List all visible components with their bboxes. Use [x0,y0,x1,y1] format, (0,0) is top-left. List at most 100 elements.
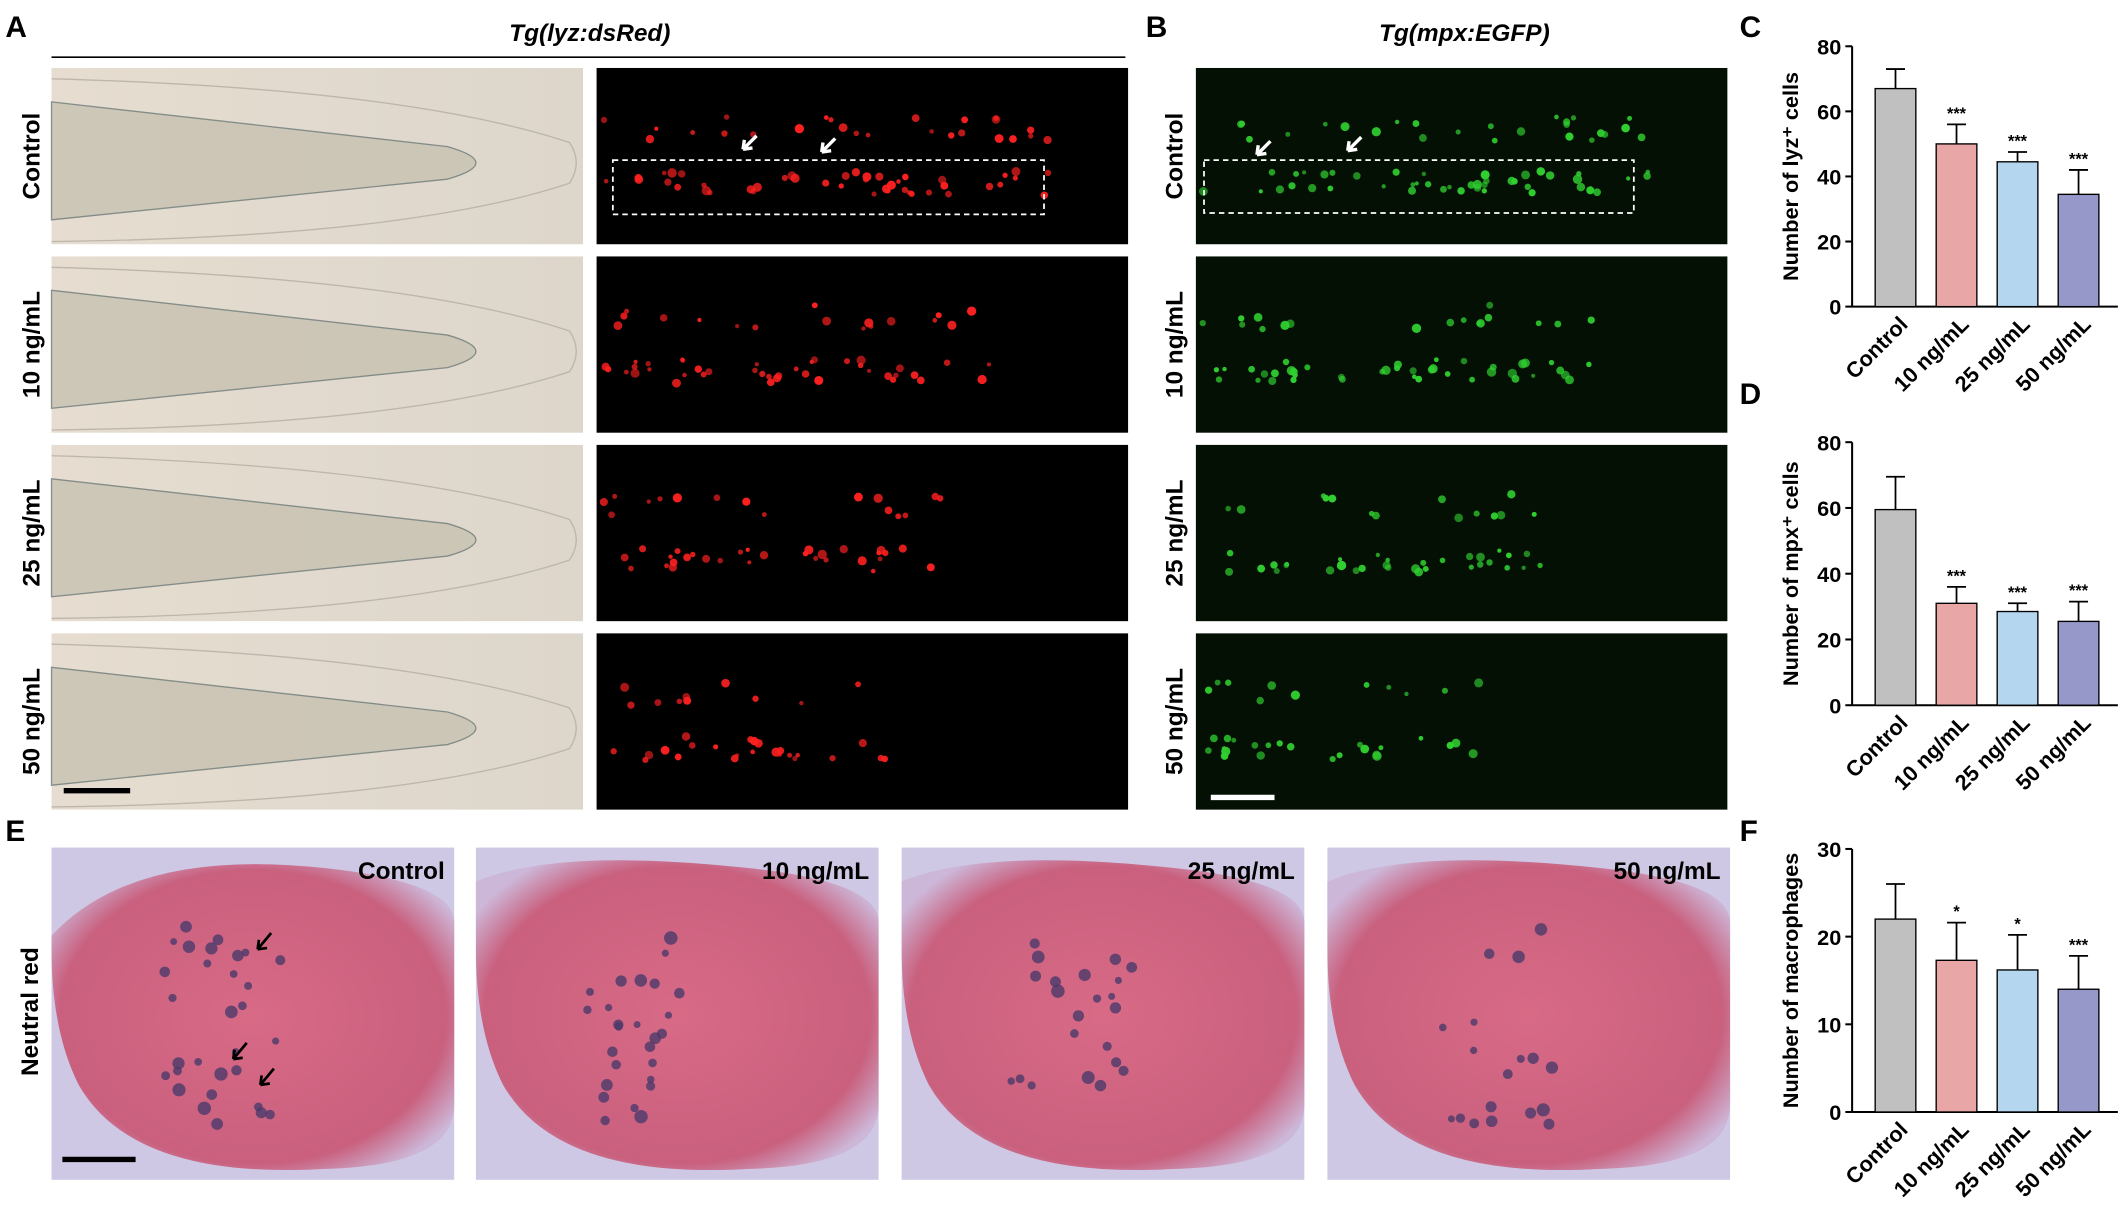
cell-dot [1587,316,1595,324]
cell-dot [1596,129,1605,138]
cell-dot [1375,552,1380,558]
cell-dot [1576,182,1586,192]
cell-dot [1504,565,1511,571]
cell-dot [1011,167,1021,177]
cell-dot [1480,170,1490,180]
cell-dot [1280,320,1290,330]
cell-dot [747,736,755,743]
bar [1996,161,2039,308]
macrophage-dot [614,1022,623,1031]
cell-dot [1275,185,1285,194]
cell-dot [1371,127,1381,137]
cell-dot [1468,749,1478,759]
y-tick-label: 20 [1817,230,1841,255]
cell-dot [1524,183,1531,191]
cell-dot [774,372,783,380]
cell-dot [654,699,662,707]
cell-dot [1518,359,1528,369]
cell-dot [1563,118,1571,126]
macrophage-dot [649,978,660,989]
cell-dot [1238,120,1246,127]
macrophage-dot [1111,1057,1122,1068]
cell-dot [1468,564,1474,570]
macrophage-dot [1512,950,1525,964]
cell-dot [660,745,670,755]
macrophage-dot [1051,984,1065,998]
cell-dot [1225,679,1232,686]
cell-dot [1301,170,1307,175]
bar [1874,918,1917,1113]
macrophage-dot [254,1102,263,1112]
cell-dot [1637,133,1646,142]
cell-dot [747,560,752,565]
cell-dot [1378,745,1384,751]
macrophage-dot [180,920,192,933]
cell-dot [1282,358,1290,366]
image-label: 10 ng/mL [762,858,869,885]
cell-dot [1528,189,1536,197]
macrophage-dot [1109,1002,1122,1014]
macrophage-dot [1455,1113,1466,1123]
macrophage-dot [1469,1118,1480,1129]
cell-dot [1382,561,1391,570]
cell-dot [664,178,672,186]
macrophage-dot [646,1081,656,1091]
cell-dot [1372,751,1382,761]
cell-dot [624,308,630,314]
fluorescence-image [1195,633,1728,810]
macrophage-dot [646,1075,655,1084]
row-label: 25 ng/mL [18,479,45,586]
cell-dot [1586,361,1592,368]
cell-dot [1421,171,1427,177]
cell-dot [1256,751,1265,760]
cell-dot [1565,132,1574,141]
significance: *** [1947,567,1967,585]
cell-dot [1496,510,1506,520]
cell-dot [1256,696,1264,705]
cell-dot [627,701,635,709]
macrophage-dot [601,1079,613,1091]
cell-dot [1210,734,1218,743]
cell-dot [1265,742,1272,749]
cell-dot [1418,735,1424,741]
fish-tail [50,666,477,786]
cell-dot [814,375,824,386]
cell-dot [1444,371,1451,377]
macrophage-dot [1118,1065,1129,1076]
cell-dot [742,497,751,506]
photos [50,67,1731,1180]
cell-dot [664,563,669,569]
significance: * [1953,903,1960,921]
cell-dot [1223,734,1232,743]
cell-dot [932,318,938,323]
cell-dot [1260,370,1269,378]
cell-dot [1012,175,1018,181]
macrophage-dot [168,993,177,1003]
cell-dot [1304,364,1311,371]
macrophage-dot [1109,953,1122,965]
cell-dot [870,568,876,574]
cell-dot [1487,123,1494,130]
cell-dot [1586,186,1595,195]
cell-dot [898,544,907,553]
cell-dot [822,316,832,326]
row-label: Control [1161,113,1188,200]
cell-dot [1516,127,1526,136]
cell-dot [1392,168,1400,176]
cell-dot [1460,357,1468,365]
cell-dot [865,132,871,138]
cell-dot [721,130,728,137]
cell-dot [1336,560,1347,571]
y-tick-label: 30 [1817,837,1841,862]
y-tick-label: 80 [1817,430,1841,455]
fin-outline [51,455,577,620]
cell-dot [1497,548,1502,553]
cell-dot [877,556,883,562]
macrophage-dot [1502,1069,1513,1080]
cell-dot [610,748,617,755]
significance: *** [2008,584,2028,602]
macrophage-dot [194,1057,203,1066]
cell-dot [1293,170,1299,177]
cell-dot [1415,375,1423,383]
macrophage-dot [607,1046,618,1058]
